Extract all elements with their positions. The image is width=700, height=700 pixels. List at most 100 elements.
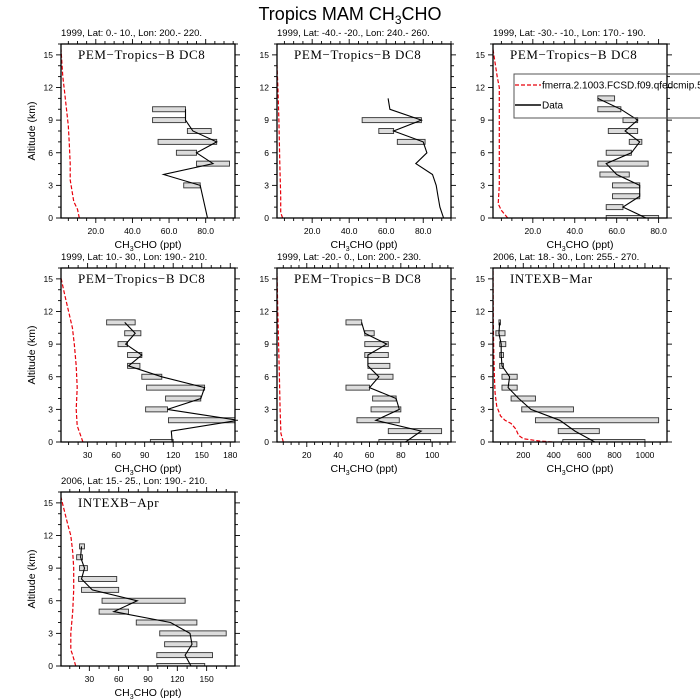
panel-subtitle: 1999, Lat: 10.- 30., Lon: 190.- 210.: [61, 252, 207, 263]
y-axis-label: Altitude (km): [26, 550, 38, 609]
observation-series-line: [161, 109, 218, 218]
legend-box: [513, 73, 700, 119]
range-bar: [152, 117, 186, 124]
legend-entry-label: fmerra.2.1003.FCSD.f09.qfedcmip.5: [542, 81, 700, 92]
panel-subtitle: 1999, Lat: -40.- -20., Lon: 240.- 260.: [277, 28, 430, 39]
axes-frame: [276, 43, 452, 219]
y-tick-label: 6: [480, 148, 485, 158]
x-label-subscript: 3: [562, 470, 566, 477]
campaign-label: PEM−Tropics−B DC8: [78, 47, 205, 62]
y-tick-label: 3: [480, 404, 485, 414]
range-bar: [605, 215, 660, 218]
x-tick-label: 30: [83, 450, 93, 460]
range-bar: [167, 417, 235, 424]
range-bar: [356, 417, 400, 424]
range-bar: [499, 341, 507, 348]
range-bar: [79, 543, 85, 550]
y-tick-label: 6: [48, 148, 53, 158]
y-tick-label: 9: [264, 339, 269, 349]
x-tick-label: 60: [114, 674, 124, 684]
observation-series-line: [597, 97, 647, 218]
y-tick-label: 3: [48, 628, 53, 638]
y-tick-label: 15: [260, 274, 270, 284]
range-bar: [378, 128, 395, 134]
range-bar: [101, 597, 186, 604]
y-tick-label: 3: [48, 180, 53, 190]
x-tick-label: 80.0: [197, 226, 214, 236]
range-bar: [612, 193, 641, 200]
y-tick-label: 9: [264, 115, 269, 125]
y-tick-label: 0: [264, 437, 269, 447]
y-tick-label: 12: [260, 307, 270, 317]
range-bar: [364, 341, 389, 348]
x-tick-label: 200: [516, 450, 530, 460]
x-axis-label: CH3CHO (ppt): [331, 463, 398, 477]
panel-1: 1999, Lat: 0.- 10., Lon: 200.- 220. 20.0 4…: [26, 28, 240, 253]
panel-subtitle: 2006, Lat: 18.- 30., Lon: 255.- 270.: [493, 252, 639, 263]
x-tick-label: 150: [200, 674, 214, 684]
range-bar: [378, 439, 432, 442]
observation-series-line: [124, 322, 235, 442]
x-label-text-end: CHO (ppt): [350, 463, 398, 475]
y-tick-label: 9: [480, 339, 485, 349]
model-series-line: [277, 54, 284, 218]
y-axis-label: Altitude (km): [26, 102, 38, 161]
x-label-subscript: 3: [130, 694, 134, 700]
x-axis-label: CH3CHO (ppt): [115, 239, 182, 253]
range-bar: [345, 384, 370, 391]
x-label-text-end: CHO (ppt): [566, 239, 614, 251]
model-series-line: [61, 275, 84, 442]
panel-subtitle: 1999, Lat: -20.- 0., Lon: 200.- 230.: [277, 252, 421, 263]
x-axis-label: CH3CHO (ppt): [115, 463, 182, 477]
y-tick-label: 9: [48, 563, 53, 573]
range-bar: [534, 417, 660, 424]
plot-area: [493, 49, 660, 218]
x-axis-label: CH3CHO (ppt): [331, 239, 398, 253]
y-tick-label: 3: [48, 404, 53, 414]
x-label-text-end: CHO (ppt): [134, 687, 182, 699]
x-tick-label: 400: [547, 450, 561, 460]
panel-7: 2006, Lat: 15.- 25., Lon: 190.- 210.30 60…: [26, 476, 240, 700]
y-tick-label: 15: [44, 498, 54, 508]
x-label-text: CH: [115, 239, 130, 251]
range-bar: [495, 330, 506, 337]
x-tick-label: 90: [140, 450, 150, 460]
range-bar: [81, 586, 120, 593]
range-bar: [345, 319, 363, 326]
x-tick-label: 20.0: [525, 226, 542, 236]
x-tick-label: 60.0: [161, 226, 178, 236]
y-tick-label: 3: [264, 404, 269, 414]
range-bar: [149, 439, 174, 442]
y-tick-label: 15: [476, 50, 486, 60]
x-label-text: CH: [331, 463, 346, 475]
x-tick-label: 90: [143, 674, 153, 684]
range-bar: [152, 106, 186, 113]
y-tick-label: 12: [476, 83, 486, 93]
x-label-text: CH: [547, 463, 562, 475]
plot-area: [277, 54, 445, 218]
y-tick-label: 15: [44, 50, 54, 60]
x-tick-label: 40.0: [341, 226, 358, 236]
range-bar: [367, 373, 394, 380]
observation-series-line: [361, 322, 423, 442]
y-tick-label: 12: [44, 307, 54, 317]
range-bar: [164, 641, 198, 648]
y-tick-label: 12: [44, 531, 54, 541]
x-tick-label: 20.0: [304, 226, 321, 236]
range-bar: [117, 341, 129, 348]
axes-frame: [276, 267, 452, 443]
x-tick-label: 60: [111, 450, 121, 460]
range-bar: [367, 362, 391, 369]
x-label-subscript: 3: [346, 246, 350, 253]
range-bar: [396, 138, 426, 145]
x-tick-label: 80: [396, 450, 406, 460]
x-tick-label: 600: [577, 450, 591, 460]
model-series-line: [493, 268, 553, 442]
range-bar: [521, 406, 574, 413]
panel-6: 2006, Lat: 18.- 30., Lon: 255.- 270. 200 4…: [476, 252, 672, 477]
x-tick-label: 80.0: [650, 226, 667, 236]
panel-subtitle: 2006, Lat: 15.- 25., Lon: 190.- 210.: [61, 476, 207, 487]
y-tick-label: 0: [480, 213, 485, 223]
campaign-label: PEM−Tropics−B DC8: [78, 271, 205, 286]
